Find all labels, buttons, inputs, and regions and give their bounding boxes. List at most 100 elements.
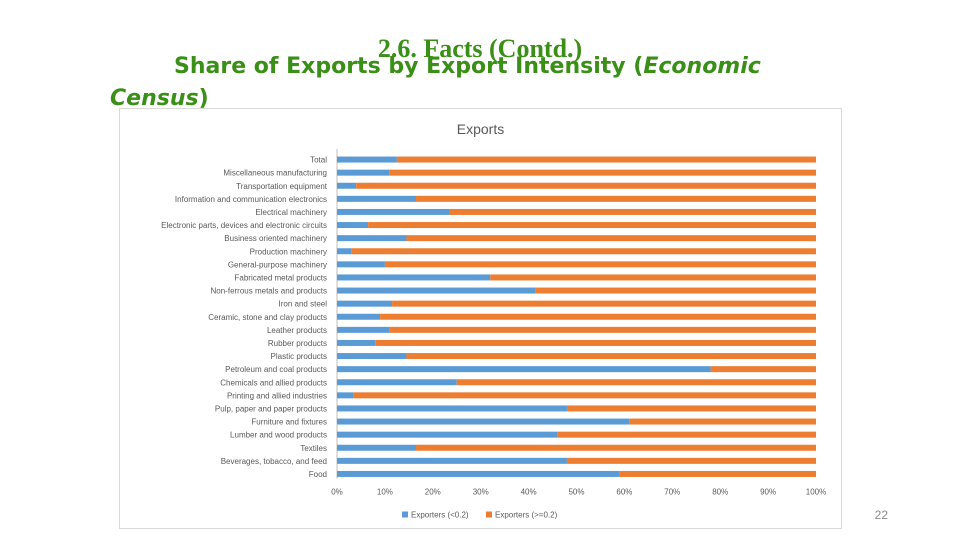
bar-exporters-high (406, 235, 816, 242)
subtitle-italic-census: Census (110, 86, 199, 111)
bar-exporters-high (389, 326, 816, 333)
bar-exporters-high (396, 156, 816, 163)
legend-swatch-low (402, 511, 408, 518)
chart-title: Exports (457, 121, 504, 137)
bar-exporters-high (490, 274, 816, 281)
bar-exporters-low (337, 235, 407, 242)
legend-label: Exporters (<0.2) (411, 511, 469, 520)
bar-exporters-low (337, 208, 450, 215)
x-tick-label: 30% (473, 488, 489, 497)
bar-exporters-low (337, 156, 397, 163)
bar-exporters-high (416, 444, 816, 451)
bar-exporters-high (389, 169, 816, 176)
category-label: Production machinery (250, 247, 327, 256)
bar-exporters-high (566, 405, 816, 412)
x-tick-label: 80% (712, 488, 728, 497)
category-label: Non-ferrous metals and products (211, 287, 328, 296)
bar-exporters-low (337, 366, 711, 373)
bar-exporters-high (351, 248, 816, 255)
x-tick-label: 100% (806, 488, 826, 497)
bar-exporters-high (535, 287, 816, 294)
category-label: Electrical machinery (255, 208, 327, 217)
bar-exporters-low (337, 392, 354, 399)
bar-exporters-low (337, 195, 417, 202)
bar-exporters-high (566, 457, 816, 464)
subtitle-italic-word: Economic (643, 54, 761, 79)
bar-exporters-low (337, 405, 567, 412)
legend-label: Exporters (>=0.2) (495, 511, 558, 520)
x-tick-label: 50% (568, 488, 584, 497)
category-label: Pulp, paper and paper products (215, 404, 327, 413)
x-tick-label: 70% (664, 488, 680, 497)
x-tick-label: 40% (521, 488, 537, 497)
bar-exporters-high (416, 195, 816, 202)
bar-exporters-high (384, 261, 816, 268)
bar-exporters-low (337, 300, 393, 307)
x-tick-label: 20% (425, 488, 441, 497)
bar-exporters-high (380, 313, 816, 320)
bar-exporters-high (406, 353, 816, 360)
category-label: Leather products (267, 326, 327, 335)
page-number: 22 (874, 508, 888, 522)
bar-exporters-high (619, 470, 816, 477)
category-label: Iron and steel (279, 300, 328, 309)
bar-exporters-high (375, 339, 816, 346)
bar-exporters-low (337, 379, 457, 386)
bar-exporters-low (337, 182, 357, 189)
category-label: Information and communication electronic… (175, 195, 327, 204)
subtitle-close-paren: ) (198, 86, 209, 111)
bar-exporters-high (368, 222, 816, 229)
bar-exporters-low (337, 339, 376, 346)
category-label: Textiles (300, 444, 327, 453)
category-label: Furniture and fixtures (251, 418, 327, 427)
bar-exporters-low (337, 274, 491, 281)
category-label: Petroleum and coal products (225, 365, 327, 374)
bar-exporters-low (337, 313, 381, 320)
subtitle-line-2: Census) (110, 86, 209, 111)
category-label: Printing and allied industries (227, 391, 327, 400)
category-label: Food (309, 470, 327, 479)
bar-exporters-high (449, 208, 816, 215)
slide-title: 2.6. Facts (Contd.) (377, 34, 583, 63)
bar-exporters-low (337, 444, 417, 451)
bar-exporters-high (629, 418, 816, 425)
category-label: Plastic products (271, 352, 327, 361)
subtitle-line-1: Share of Exports by Export Intensity (Ec… (174, 54, 761, 79)
bar-exporters-low (337, 261, 385, 268)
bar-exporters-high (710, 366, 816, 373)
bar-exporters-low (337, 222, 369, 229)
bar-exporters-high (356, 182, 816, 189)
category-label: Total (310, 156, 327, 165)
legend-swatch-high (486, 511, 492, 518)
bar-exporters-low (337, 457, 567, 464)
chart-frame: Exports Total Miscellaneous manufacturing T… (119, 108, 842, 529)
category-label: Beverages, tobacco, and feed (221, 457, 327, 466)
category-label: Electronic parts, devices and electronic… (161, 221, 327, 230)
bar-exporters-low (337, 418, 630, 425)
bar-exporters-high (557, 431, 816, 438)
category-label: Miscellaneous manufacturing (223, 169, 327, 178)
exports-chart: Exports Total Miscellaneous manufacturing T… (161, 121, 826, 520)
category-label: Ceramic, stone and clay products (208, 313, 327, 322)
bar-exporters-low (337, 326, 390, 333)
bar-exporters-low (337, 470, 620, 477)
bar-exporters-low (337, 353, 407, 360)
category-label: Chemicals and allied products (220, 378, 327, 387)
x-tick-label: 10% (377, 488, 393, 497)
bar-exporters-high (353, 392, 816, 399)
bar-exporters-low (337, 431, 558, 438)
category-label: Rubber products (268, 339, 327, 348)
x-tick-label: 90% (760, 488, 776, 497)
category-label: Transportation equipment (236, 182, 328, 191)
subtitle-text: Share of Exports by Export Intensity ( (174, 54, 644, 79)
bar-exporters-low (337, 169, 390, 176)
bar-exporters-low (337, 248, 352, 255)
bar-exporters-high (456, 379, 816, 386)
category-label: Business oriented machinery (224, 234, 327, 243)
category-label: Fabricated metal products (235, 273, 328, 282)
category-label: General-purpose machinery (228, 260, 327, 269)
bar-exporters-high (392, 300, 816, 307)
x-tick-label: 0% (331, 488, 343, 497)
x-tick-label: 60% (616, 488, 632, 497)
bar-exporters-low (337, 287, 536, 294)
